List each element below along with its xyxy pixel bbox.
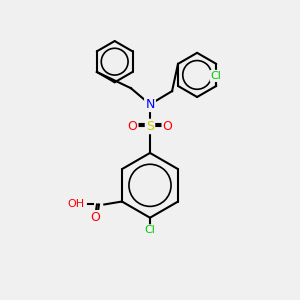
Text: Cl: Cl — [145, 225, 155, 236]
Text: N: N — [145, 98, 155, 111]
Text: O: O — [163, 120, 172, 133]
Text: O: O — [128, 120, 137, 133]
Text: Cl: Cl — [211, 71, 222, 81]
Text: O: O — [91, 211, 100, 224]
Text: S: S — [146, 120, 154, 133]
Text: OH: OH — [68, 200, 85, 209]
